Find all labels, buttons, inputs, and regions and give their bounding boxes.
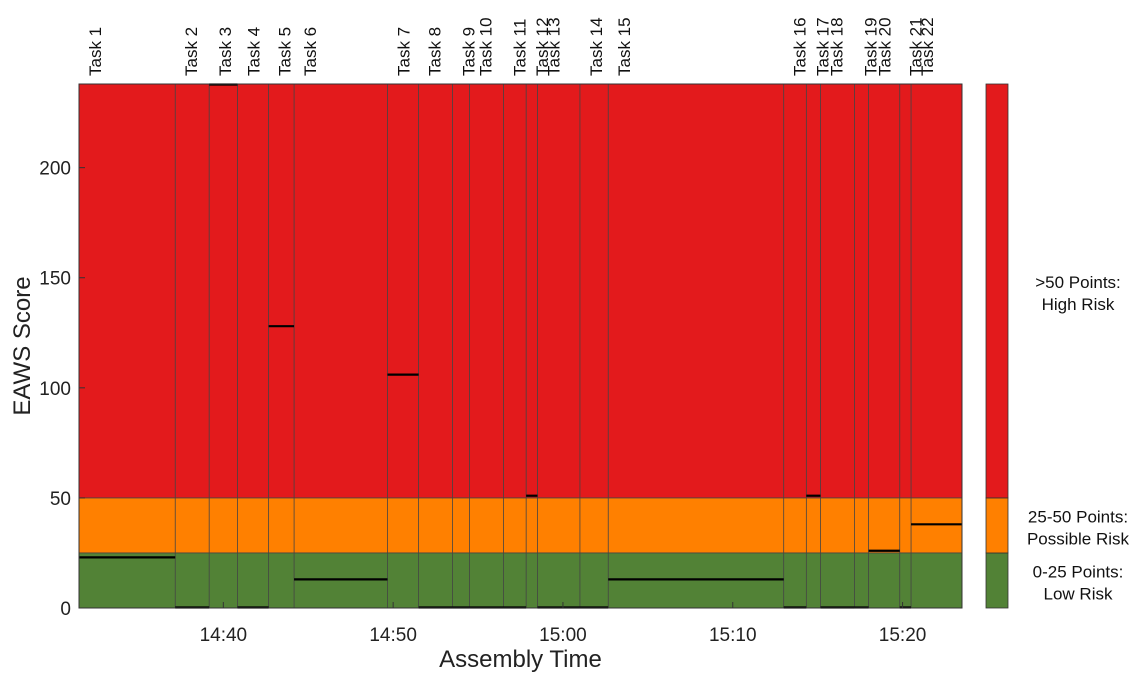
x-tick-label-14:40: 14:40 (200, 625, 248, 646)
risk-legend: 0-25 Points: Low Risk 25-50 Points: Possibl… (985, 83, 1130, 609)
task-label-4: Task 4 (244, 27, 263, 76)
y-axis: 0 50 100 150 200 (39, 159, 85, 620)
y-tick-label-100: 100 (39, 379, 71, 400)
zone-band-2 (79, 84, 962, 498)
legend-label-2-line1: >50 Points: (1035, 273, 1121, 292)
task-label-14: Task 14 (587, 17, 606, 76)
x-tick-label-15:10: 15:10 (709, 625, 757, 646)
task-label-6: Task 6 (301, 27, 320, 76)
task-label-12: Task 12 (533, 17, 552, 76)
task-label-8: Task 8 (426, 27, 445, 76)
y-tick-label-200: 200 (39, 159, 71, 180)
task-label-2: Task 2 (182, 27, 201, 76)
y-tick-label-150: 150 (39, 269, 71, 290)
task-label-15: Task 15 (615, 17, 634, 76)
x-tick-label-15:20: 15:20 (879, 625, 927, 646)
risk-zone-bands (79, 84, 962, 608)
task-label-7: Task 7 (394, 27, 413, 76)
task-label-3: Task 3 (216, 27, 235, 76)
task-label-19: Task 19 (861, 17, 880, 76)
zone-band-0 (79, 552, 962, 608)
legend-label-1-line2: Possible Risk (1027, 529, 1130, 548)
x-tick-label-14:50: 14:50 (369, 625, 417, 646)
legend-label-1-line1: 25-50 Points: (1028, 507, 1128, 526)
task-label-10: Task 10 (477, 17, 496, 76)
task-label-1: Task 1 (86, 27, 105, 76)
y-axis-title: EAWS Score (9, 276, 36, 415)
task-label-20: Task 20 (876, 17, 895, 76)
task-labels: Task 1 Task 2 Task 3 Task 4 Task 5 Task 6 Task… (86, 17, 937, 76)
task-label-9: Task 9 (460, 27, 479, 76)
legend-swatch-1 (985, 497, 1009, 554)
legend-swatch-0 (985, 552, 1009, 609)
task-label-22: Task 22 (918, 17, 937, 76)
task-label-11: Task 11 (511, 19, 530, 76)
zone-band-1 (79, 497, 962, 553)
legend-swatch-2 (985, 83, 1009, 499)
task-label-17: Task 17 (813, 17, 832, 76)
x-axis: 14:40 14:50 15:00 15:10 15:20 (200, 602, 927, 646)
y-tick-label-0: 0 (60, 599, 71, 620)
y-tick-label-50: 50 (50, 489, 71, 510)
task-label-18: Task 18 (827, 17, 846, 76)
x-axis-title: Assembly Time (439, 646, 602, 673)
plot-frame (78, 83, 963, 609)
x-tick-label-15:00: 15:00 (539, 625, 587, 646)
task-label-5: Task 5 (276, 27, 295, 76)
legend-label-0-line2: Low Risk (1044, 584, 1113, 603)
task-label-16: Task 16 (791, 17, 810, 76)
legend-label-0-line1: 0-25 Points: (1033, 562, 1124, 581)
legend-label-2-line2: High Risk (1042, 295, 1115, 314)
task-label-13: Task 13 (544, 17, 563, 76)
task-dividers (174, 84, 912, 608)
task-label-21: Task 21 (907, 17, 926, 76)
